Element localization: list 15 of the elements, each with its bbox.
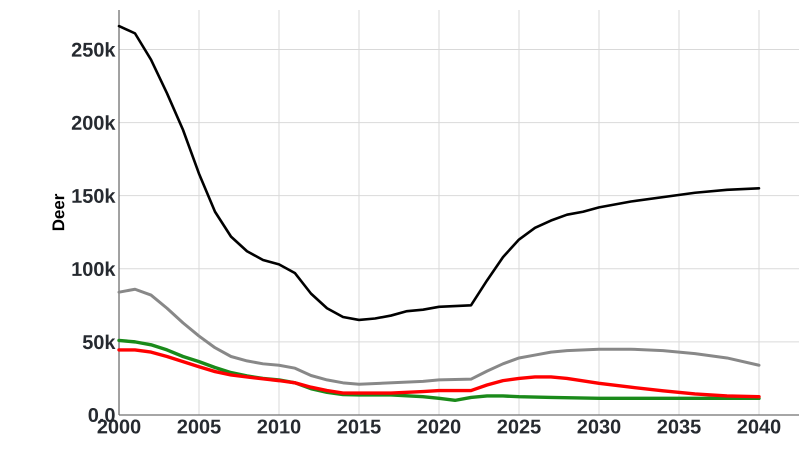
x-tick-label: 2040	[738, 420, 780, 434]
x-tick-label: 2000	[98, 420, 140, 434]
x-tick-label: 2035	[658, 420, 701, 434]
x-tick-label: 2010	[258, 420, 300, 434]
y-tick-label: 250k	[72, 42, 116, 57]
x-tick-label: 2005	[178, 420, 221, 434]
x-tick-label: 2025	[498, 420, 541, 434]
y-tick-label: 100k	[72, 261, 116, 276]
y-tick-label: 200k	[72, 115, 116, 130]
x-tick-label: 2020	[418, 420, 460, 434]
x-tick-label: 2030	[578, 420, 620, 434]
y-axis-title: Deer	[52, 194, 64, 230]
x-tick-label: 2015	[338, 420, 381, 434]
y-tick-label: 150k	[72, 188, 116, 203]
y-tick-label: 50k	[82, 334, 116, 350]
